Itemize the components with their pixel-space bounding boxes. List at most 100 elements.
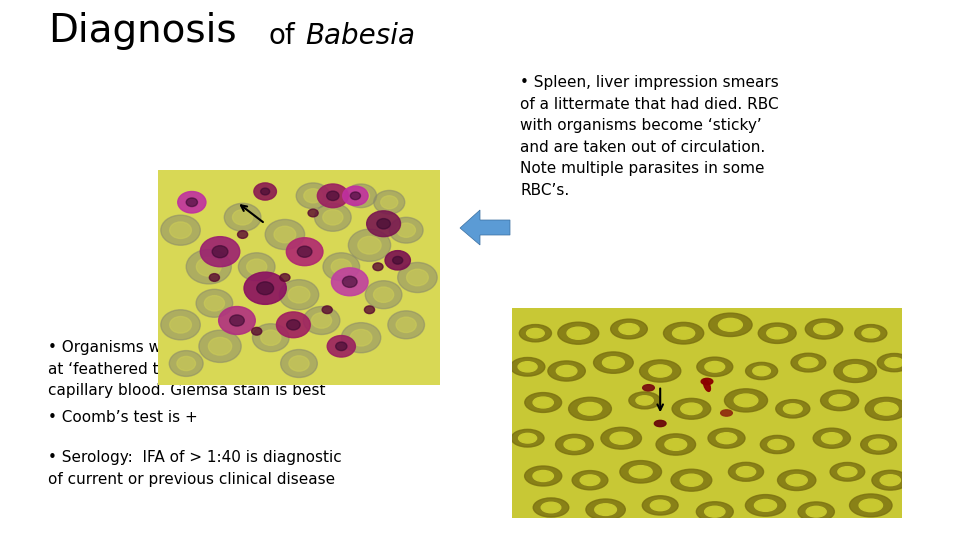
Circle shape <box>639 360 681 382</box>
Circle shape <box>869 439 888 450</box>
Text: Diagnosis: Diagnosis <box>48 12 236 50</box>
Circle shape <box>388 311 424 339</box>
Circle shape <box>708 313 752 336</box>
Circle shape <box>279 274 290 281</box>
Circle shape <box>393 256 403 264</box>
Circle shape <box>681 474 703 486</box>
Circle shape <box>830 462 865 481</box>
Circle shape <box>373 191 405 214</box>
Circle shape <box>170 316 191 333</box>
Circle shape <box>350 329 372 346</box>
Circle shape <box>396 317 417 333</box>
Circle shape <box>219 307 255 334</box>
Circle shape <box>343 276 357 287</box>
Circle shape <box>533 397 553 408</box>
Circle shape <box>315 204 351 231</box>
Circle shape <box>745 495 785 516</box>
Circle shape <box>736 467 756 477</box>
Circle shape <box>298 246 312 257</box>
Text: • Spleen, liver impression smears
of a littermate that had died. RBC
with organi: • Spleen, liver impression smears of a l… <box>520 75 779 198</box>
Circle shape <box>161 310 201 340</box>
Circle shape <box>564 439 585 450</box>
Circle shape <box>365 281 402 309</box>
Circle shape <box>253 183 276 200</box>
Polygon shape <box>460 210 510 245</box>
Circle shape <box>238 253 275 281</box>
Circle shape <box>786 475 807 486</box>
Circle shape <box>326 191 339 200</box>
Circle shape <box>838 467 857 477</box>
Circle shape <box>586 499 625 520</box>
Circle shape <box>318 184 348 207</box>
Circle shape <box>705 361 725 372</box>
Circle shape <box>829 395 850 406</box>
Text: • Coomb’s test is +: • Coomb’s test is + <box>48 410 198 425</box>
Circle shape <box>346 184 376 207</box>
Circle shape <box>880 475 900 485</box>
Circle shape <box>204 295 225 311</box>
Circle shape <box>323 306 332 314</box>
Circle shape <box>208 338 231 355</box>
Circle shape <box>289 356 309 371</box>
Circle shape <box>663 322 704 344</box>
Circle shape <box>286 238 323 266</box>
Circle shape <box>813 428 851 448</box>
Circle shape <box>548 361 586 381</box>
Circle shape <box>518 362 537 372</box>
Circle shape <box>885 357 903 368</box>
Circle shape <box>229 315 244 326</box>
Circle shape <box>365 306 374 314</box>
Circle shape <box>708 428 745 448</box>
Circle shape <box>323 210 343 225</box>
Circle shape <box>169 350 204 376</box>
Circle shape <box>778 470 816 490</box>
Circle shape <box>805 319 843 339</box>
Circle shape <box>297 183 330 208</box>
Circle shape <box>311 313 331 328</box>
Text: of: of <box>268 22 295 50</box>
Circle shape <box>861 435 897 454</box>
Circle shape <box>373 287 394 302</box>
Circle shape <box>252 327 262 335</box>
Circle shape <box>261 188 270 195</box>
Circle shape <box>511 357 545 376</box>
Circle shape <box>776 400 810 418</box>
Circle shape <box>511 429 544 447</box>
Circle shape <box>768 440 786 449</box>
Circle shape <box>642 496 678 515</box>
Circle shape <box>367 211 400 237</box>
Circle shape <box>381 195 397 209</box>
Circle shape <box>872 470 909 490</box>
Circle shape <box>701 379 713 384</box>
Circle shape <box>524 466 562 486</box>
Circle shape <box>196 289 232 318</box>
Circle shape <box>556 434 593 455</box>
Text: Babesia: Babesia <box>305 22 415 50</box>
Circle shape <box>578 402 602 415</box>
Circle shape <box>331 259 351 274</box>
Circle shape <box>595 504 616 516</box>
Circle shape <box>665 438 686 450</box>
Circle shape <box>791 353 826 372</box>
Circle shape <box>760 435 794 454</box>
Circle shape <box>247 259 267 274</box>
Circle shape <box>767 328 787 339</box>
Circle shape <box>201 237 240 267</box>
Circle shape <box>261 330 281 346</box>
Circle shape <box>288 286 310 303</box>
Circle shape <box>244 272 286 305</box>
Circle shape <box>252 323 289 352</box>
Circle shape <box>798 502 834 522</box>
Circle shape <box>209 274 220 281</box>
Circle shape <box>186 198 198 207</box>
Circle shape <box>681 403 702 415</box>
Circle shape <box>746 362 778 380</box>
Circle shape <box>655 420 666 427</box>
Circle shape <box>232 210 252 225</box>
Circle shape <box>755 500 777 511</box>
Circle shape <box>342 323 381 353</box>
Circle shape <box>718 319 742 331</box>
Polygon shape <box>355 337 405 372</box>
Circle shape <box>611 319 647 339</box>
Circle shape <box>753 366 771 376</box>
